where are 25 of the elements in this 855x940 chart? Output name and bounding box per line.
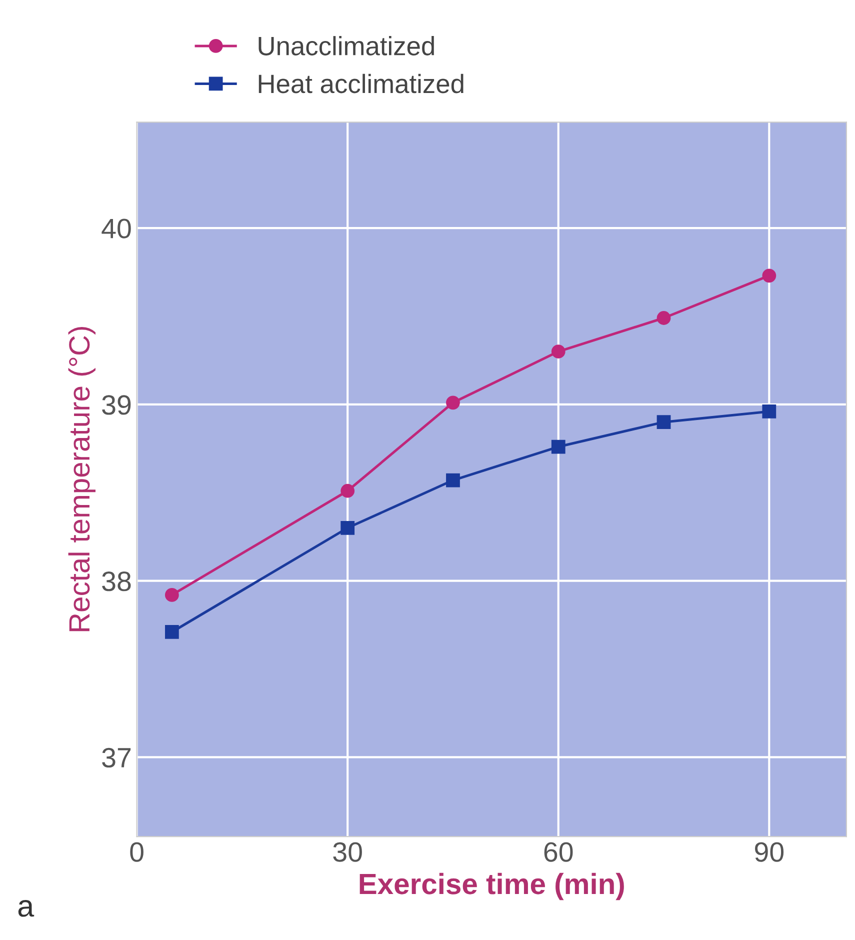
y-tick-label: 39 bbox=[102, 395, 131, 415]
point bbox=[551, 440, 566, 454]
y-tick-label: 37 bbox=[102, 748, 131, 768]
text: a bbox=[18, 900, 34, 917]
y-tick-label: 38 bbox=[102, 571, 131, 592]
point bbox=[340, 484, 355, 498]
point bbox=[446, 473, 460, 488]
point bbox=[656, 415, 671, 430]
point bbox=[656, 311, 671, 325]
x-axis-title: Exercise time (min) bbox=[360, 872, 624, 900]
point bbox=[762, 268, 776, 283]
point bbox=[762, 404, 776, 418]
legend-label: Heat acclimatized bbox=[258, 74, 464, 94]
x-tick-label: 90 bbox=[755, 842, 784, 862]
x-tick-label: 0 bbox=[130, 842, 144, 862]
point bbox=[551, 344, 566, 358]
point bbox=[340, 520, 355, 535]
y-axis-title: Rectal temperature (°C) bbox=[68, 327, 96, 632]
point bbox=[446, 396, 460, 410]
x-tick-label: 30 bbox=[333, 842, 362, 862]
point bbox=[164, 588, 179, 602]
y-tick-label: 40 bbox=[102, 218, 131, 238]
point bbox=[164, 625, 179, 639]
legend-label: Unacclimatized bbox=[258, 36, 434, 56]
x-tick-label: 60 bbox=[544, 842, 573, 862]
